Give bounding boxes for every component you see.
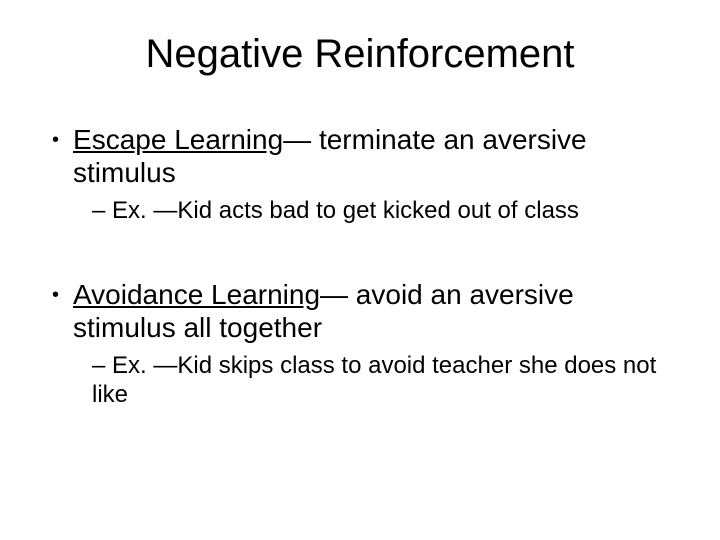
bullet-text: Escape Learning— terminate an aversive s… [73, 123, 680, 189]
sub-bullet-text: – Ex. —Kid skips class to avoid teacher … [92, 352, 680, 410]
slide-content: • Escape Learning— terminate an aversive… [40, 123, 680, 410]
bullet-marker: • [52, 129, 59, 153]
sub-bullet-item: – Ex. —Kid skips class to avoid teacher … [92, 352, 680, 410]
bullet-item: • Escape Learning— terminate an aversive… [52, 123, 680, 189]
bullet-marker: • [52, 284, 59, 308]
bullet-text: Avoidance Learning— avoid an aversive st… [73, 278, 680, 344]
bullet-item: • Avoidance Learning— avoid an aversive … [52, 278, 680, 344]
spacer [52, 234, 680, 278]
slide: Negative Reinforcement • Escape Learning… [0, 0, 720, 540]
term-underline: Avoidance Learning [73, 279, 320, 310]
term-underline: Escape Learning [73, 124, 283, 155]
sub-bullet-item: – Ex. —Kid acts bad to get kicked out of… [92, 197, 680, 226]
slide-title: Negative Reinforcement [40, 32, 680, 77]
sub-bullet-text: – Ex. —Kid acts bad to get kicked out of… [92, 197, 680, 226]
